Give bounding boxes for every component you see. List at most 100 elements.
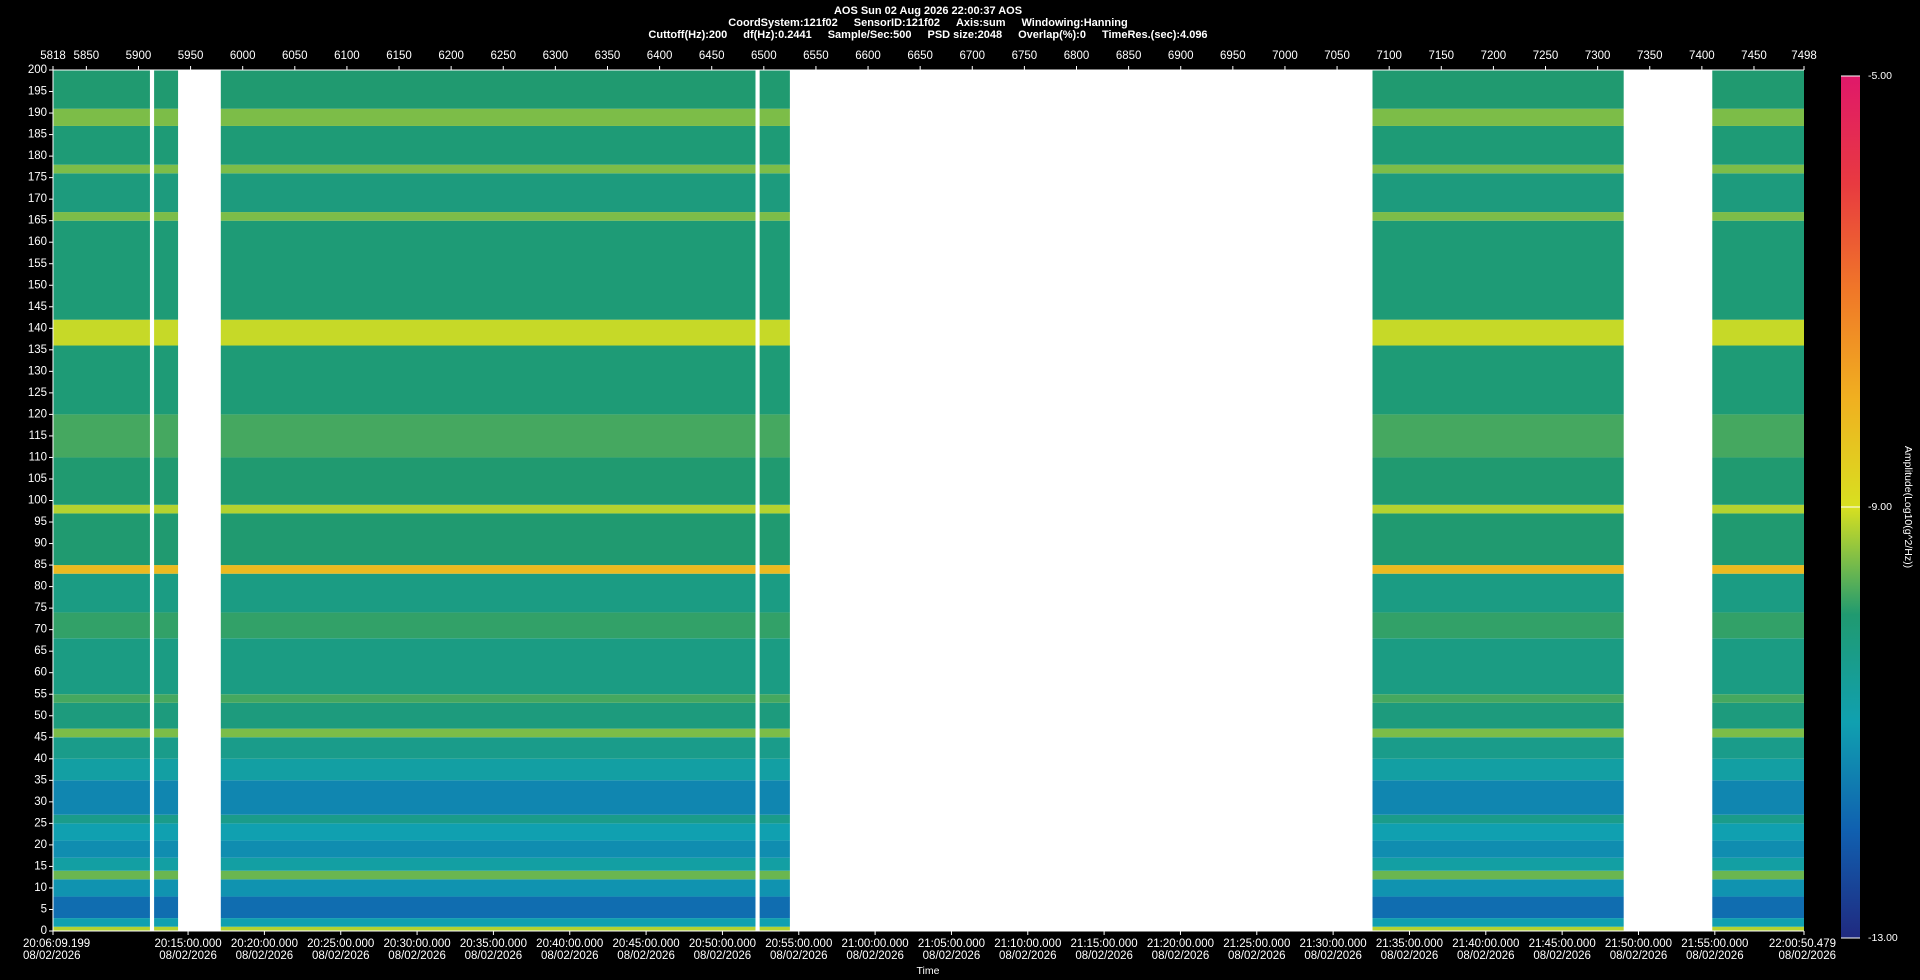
spectrogram-cell [1712,780,1804,815]
header-line: Cuttoff(Hz):200 df(Hz):0.2441 Sample/Sec:5… [648,29,1207,41]
spectrogram-cell [53,896,150,919]
spectrogram-cell [220,926,756,931]
spectrogram-cell [154,612,179,639]
y-tick-label: 125 [28,387,47,399]
spectrogram-cell [154,926,179,931]
header-item: Sample/Sec:500 [828,29,912,41]
spectrogram-cell [220,758,756,781]
spectrogram-cell [220,457,756,505]
spectrogram-cell [1372,879,1624,897]
spectrogram-cell [1372,220,1624,320]
spectrogram-cell [759,108,790,126]
x-tick-label: 7350 [1637,50,1663,62]
spectrogram-cell [1712,758,1804,781]
x-tick-label: 6200 [438,50,464,62]
spectrogram-cell [53,457,150,505]
spectrogram-cell [759,702,790,729]
y-tick-label: 105 [28,473,47,485]
time-tick-date: 08/02/2026 [236,950,294,962]
spectrogram-cell [1712,870,1804,880]
time-tick-date: 08/02/2026 [999,950,1057,962]
time-tick-label: 20:45:00.000 [613,938,680,950]
header-line: AOS Sun 02 Aug 2026 22:00:37 AOS [834,5,1022,17]
spectrogram-cell [1712,125,1804,165]
x-tick-label: 6850 [1116,50,1142,62]
spectrogram-cell [154,212,179,221]
spectrogram-cell [154,513,179,566]
spectrogram-cell [759,612,790,639]
spectrogram-cell [759,164,790,174]
time-tick-date: 08/02/2026 [770,950,828,962]
time-tick-label: 20:06:09.199 [23,938,90,950]
spectrogram-cell [759,504,790,514]
y-tick-label: 45 [34,731,47,743]
y-tick-label: 200 [28,64,47,76]
y-tick-label: 150 [28,279,47,291]
time-tick-label: 20:30:00.000 [384,938,451,950]
spectrogram-cell [759,823,790,841]
x-tick-label: 7300 [1585,50,1611,62]
x-tick-label: 6150 [386,50,412,62]
time-tick-label: 21:40:00.000 [1452,938,1519,950]
colorbar-tick-label: -5.00 [1868,70,1892,82]
time-tick-date: 08/02/2026 [1533,950,1591,962]
x-tick-label: 6250 [490,50,516,62]
spectrogram-cell [220,573,756,613]
spectrogram-cell [1372,212,1624,221]
spectrogram-cell [1712,879,1804,897]
time-tick-date: 08/02/2026 [541,950,599,962]
spectrogram-cell [53,926,150,931]
time-tick-label: 20:20:00.000 [231,938,298,950]
spectrogram-cell [220,840,756,858]
time-tick-date: 08/02/2026 [1686,950,1744,962]
spectrogram-cell [759,220,790,320]
spectrogram-cell [154,457,179,505]
spectrogram-cell [154,737,179,759]
x-tick-label: 6050 [282,50,308,62]
spectrogram-cell [220,212,756,221]
y-tick-label: 180 [28,150,47,162]
spectrogram-cell [1372,173,1624,213]
x-tick-label: 6950 [1220,50,1246,62]
spectrogram-cell [53,345,150,415]
time-tick-date: 08/02/2026 [1778,950,1836,962]
spectrogram-cell [220,728,756,738]
time-tick-date: 08/02/2026 [1075,950,1133,962]
time-tick-label: 21:15:00.000 [1071,938,1138,950]
spectrogram-cell [220,702,756,729]
spectrogram-cell [154,840,179,858]
spectrogram-cell [1372,780,1624,815]
spectrogram-cell [1372,70,1624,109]
y-tick-label: 95 [34,516,47,528]
spectrogram-cell [53,414,150,458]
time-tick-label: 21:30:00.000 [1300,938,1367,950]
spectrogram-cell [53,220,150,320]
x-tick-label: 7450 [1741,50,1767,62]
spectrogram-cell [759,870,790,880]
spectrogram-cell [1712,164,1804,174]
spectrogram-cell [759,737,790,759]
spectrogram-cell [154,164,179,174]
spectrogram-cell [154,728,179,738]
y-tick-label: 60 [34,667,47,679]
spectrogram-cell [1372,108,1624,126]
spectrogram-cell [154,896,179,919]
spectrogram-cell [1372,694,1624,703]
y-tick-label: 140 [28,322,47,334]
y-tick-label: 165 [28,215,47,227]
time-tick-date: 08/02/2026 [846,950,904,962]
spectrogram-cell [759,780,790,815]
y-tick-label: 30 [34,796,47,808]
spectrogram-cell [53,108,150,126]
spectrogram-cell [759,758,790,781]
spectrogram-cell [759,694,790,703]
time-tick-date: 08/02/2026 [617,950,675,962]
spectrogram-cell [759,125,790,165]
time-tick-label: 20:15:00.000 [154,938,221,950]
spectrogram-cell [759,840,790,858]
spectrogram-cell [220,414,756,458]
time-tick-label: 20:25:00.000 [307,938,374,950]
y-tick-label: 110 [29,451,47,463]
spectrogram-cell [759,319,790,346]
spectrogram-cell [53,857,150,871]
